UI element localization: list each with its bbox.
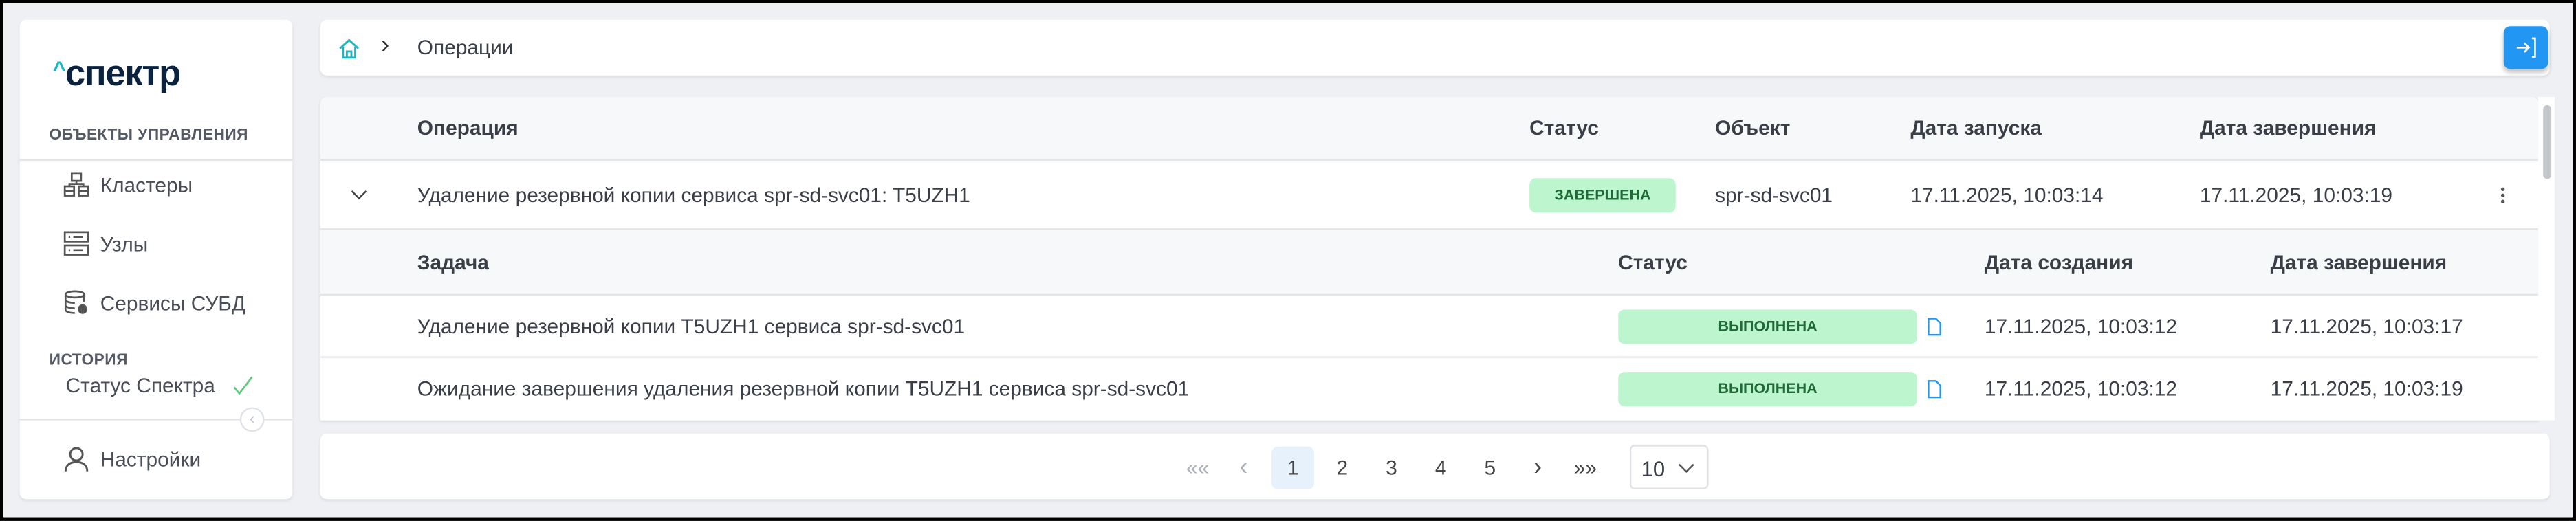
scrollbar-thumb[interactable] — [2543, 104, 2552, 179]
finished-date: 17.11.2025, 10:03:19 — [2199, 183, 2392, 206]
created-date: 17.11.2025, 10:03:12 — [1984, 314, 2178, 337]
page-5-button[interactable]: 5 — [1484, 456, 1496, 480]
object-name: spr-sd-svc01 — [1715, 183, 1833, 206]
cluster-icon — [63, 172, 89, 197]
sidebar-item-spectr-status[interactable]: Статус Спектра — [66, 375, 255, 397]
first-page-button[interactable]: «« — [1186, 456, 1210, 480]
logo: ^спектр — [52, 52, 181, 94]
operations-table: Операция Статус Объект Дата запуска Дата… — [320, 96, 2539, 421]
server-icon — [63, 231, 89, 256]
breadcrumb-current: Операции — [417, 36, 514, 60]
column-header-object[interactable]: Объект — [1715, 116, 1791, 140]
task-name: Ожидание завершения удаления резервной к… — [417, 377, 1190, 401]
page-size-select[interactable]: 10 — [1629, 445, 1709, 489]
table-row[interactable]: Удаление резервной копии сервиса spr-sd-… — [320, 161, 2539, 230]
prev-page-button[interactable]: ‹ — [1239, 453, 1248, 481]
logout-button[interactable] — [2503, 26, 2548, 69]
column-header-task-status: Статус — [1618, 250, 1688, 274]
subtable-row: Ожидание завершения удаления резервной к… — [320, 357, 2539, 421]
more-vertical-icon[interactable] — [2500, 184, 2505, 206]
sidebar: ^спектр ОБЪЕКТЫ УПРАВЛЕНИЯ Кластеры Узлы… — [19, 19, 293, 500]
column-header-status[interactable]: Статус — [1529, 116, 1599, 140]
logout-icon — [2516, 37, 2536, 58]
divider — [19, 159, 293, 162]
breadcrumb-separator-icon: › — [381, 31, 390, 60]
finished-date: 17.11.2025, 10:03:19 — [2270, 377, 2463, 401]
operation-name: Удаление резервной копии сервиса spr-sd-… — [417, 183, 970, 206]
status-badge: ЗАВЕРШЕНА — [1529, 177, 1676, 212]
collapse-sidebar-button[interactable]: ‹ — [239, 407, 265, 432]
page-1-button[interactable]: 1 — [1271, 446, 1315, 489]
top-bar: › Операции — [320, 19, 2550, 76]
page-3-button[interactable]: 3 — [1386, 456, 1397, 480]
file-icon[interactable] — [1927, 379, 1942, 399]
sidebar-item-db-services[interactable]: Сервисы СУБД — [63, 289, 245, 317]
sidebar-item-nodes[interactable]: Узлы — [63, 230, 148, 258]
sidebar-item-settings[interactable]: Настройки — [63, 445, 201, 473]
subtable-header: Задача Статус Дата создания Дата заверше… — [320, 230, 2539, 296]
started-date: 17.11.2025, 10:03:14 — [1910, 183, 2104, 206]
created-date: 17.11.2025, 10:03:12 — [1984, 377, 2178, 401]
section-history-label: ИСТОРИЯ — [49, 351, 128, 370]
page-4-button[interactable]: 4 — [1434, 456, 1447, 480]
database-gear-icon — [64, 290, 88, 314]
table-header: Операция Статус Объект Дата запуска Дата… — [320, 96, 2539, 162]
check-icon — [233, 376, 253, 395]
column-header-finished[interactable]: Дата завершения — [2199, 116, 2377, 140]
home-icon[interactable] — [338, 38, 360, 59]
divider — [19, 419, 293, 421]
column-header-started[interactable]: Дата запуска — [1910, 116, 2042, 140]
section-objects-label: ОБЪЕКТЫ УПРАВЛЕНИЯ — [49, 126, 248, 145]
scrollbar[interactable] — [2538, 96, 2555, 421]
column-header-task: Задача — [417, 250, 489, 274]
chevron-down-icon[interactable] — [350, 189, 368, 201]
finished-date: 17.11.2025, 10:03:17 — [2270, 314, 2463, 337]
status-badge: ВЫПОЛНЕНА — [1618, 309, 1917, 344]
subtable-row: Удаление резервной копии T5UZH1 сервиса … — [320, 296, 2539, 358]
sidebar-item-clusters[interactable]: Кластеры — [63, 170, 193, 199]
file-icon[interactable] — [1927, 316, 1942, 336]
user-icon — [64, 447, 89, 472]
column-header-created: Дата создания — [1984, 250, 2134, 274]
column-header-operation[interactable]: Операция — [417, 116, 519, 140]
chevron-down-icon — [1678, 463, 1694, 474]
chevron-left-icon: ‹ — [249, 410, 255, 429]
page-2-button[interactable]: 2 — [1336, 456, 1349, 480]
last-page-button[interactable]: »» — [1573, 456, 1597, 480]
pagination-bar — [320, 433, 2550, 500]
column-header-task-finished: Дата завершения — [2270, 250, 2447, 274]
task-name: Удаление резервной копии T5UZH1 сервиса … — [417, 314, 965, 337]
next-page-button[interactable]: › — [1533, 453, 1542, 481]
status-badge: ВЫПОЛНЕНА — [1618, 372, 1917, 407]
